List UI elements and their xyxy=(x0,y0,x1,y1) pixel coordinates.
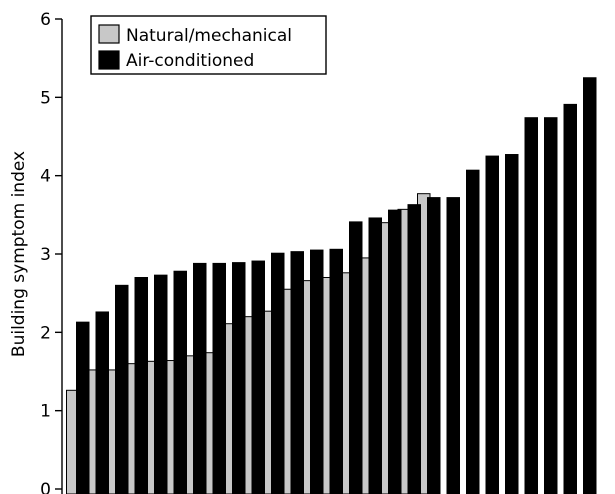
y-tick-label-6: 6 xyxy=(40,10,51,30)
bar-air-8 xyxy=(212,262,226,494)
bar-air-7 xyxy=(193,262,207,494)
bar-air-15 xyxy=(349,221,363,494)
bar-air-27 xyxy=(583,77,597,494)
bar-air-26 xyxy=(563,103,577,494)
y-tick-label-2: 2 xyxy=(40,323,51,343)
bar-air-14 xyxy=(329,248,343,494)
legend-label-natural: Natural/mechanical xyxy=(126,26,292,46)
bar-air-22 xyxy=(485,155,499,494)
bar-air-13 xyxy=(310,249,324,494)
bar-air-18 xyxy=(407,204,421,494)
legend-swatch-natural xyxy=(98,24,120,44)
bar-air-12 xyxy=(290,251,304,494)
bar-air-11 xyxy=(271,252,285,494)
legend-frame xyxy=(90,15,327,75)
y-tick-label-1: 1 xyxy=(40,402,51,422)
bar-air-2 xyxy=(95,311,109,494)
bar-air-6 xyxy=(173,270,187,494)
bar-air-25 xyxy=(544,117,558,494)
bar-air-9 xyxy=(232,262,246,494)
y-tick-label-5: 5 xyxy=(40,88,51,108)
bar-air-1 xyxy=(76,321,90,494)
bar-air-3 xyxy=(115,284,129,494)
bars xyxy=(66,77,597,494)
legend-label-air: Air-conditioned xyxy=(126,51,254,71)
bar-air-16 xyxy=(368,217,382,494)
bar-air-5 xyxy=(154,274,168,494)
y-tick-label-4: 4 xyxy=(40,167,51,187)
bar-air-20 xyxy=(446,197,460,494)
bar-air-17 xyxy=(388,209,402,494)
y-axis: 0 1 2 3 4 5 6 xyxy=(40,10,63,494)
legend-swatch-air xyxy=(98,50,120,70)
legend: Natural/mechanical Air-conditioned xyxy=(90,15,327,75)
y-tick-label-3: 3 xyxy=(40,245,51,265)
bar-air-4 xyxy=(134,277,148,494)
bar-air-10 xyxy=(251,260,265,494)
bar-air-19 xyxy=(427,197,441,494)
bar-air-24 xyxy=(524,117,538,494)
y-tick-label-0: 0 xyxy=(40,480,51,494)
bar-air-21 xyxy=(466,169,480,494)
bar-air-23 xyxy=(505,154,519,494)
y-axis-title: Building symptom index xyxy=(9,151,29,357)
